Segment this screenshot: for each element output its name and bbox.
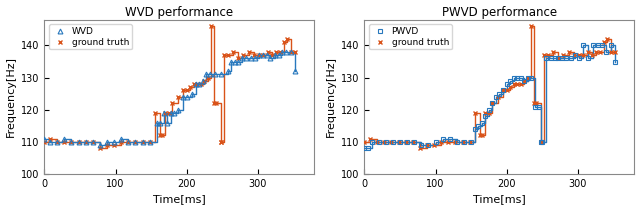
WVD	[153, 121, 161, 124]
WVD	[238, 57, 246, 60]
Y-axis label: Frequency[Hz]: Frequency[Hz]	[326, 56, 335, 137]
WVD	[124, 141, 132, 143]
PWVD	[589, 44, 597, 47]
PWVD	[481, 115, 489, 117]
ground truth	[527, 25, 535, 28]
ground truth	[210, 102, 218, 105]
ground truth	[416, 147, 424, 150]
WVD	[96, 144, 104, 146]
ground truth	[96, 147, 104, 150]
PWVD	[579, 44, 587, 47]
Y-axis label: Frequency[Hz]: Frequency[Hz]	[6, 56, 15, 137]
X-axis label: Time[ms]: Time[ms]	[153, 194, 206, 205]
ground truth	[540, 54, 547, 56]
ground truth	[250, 54, 258, 56]
Line: ground truth: ground truth	[362, 24, 617, 151]
ground truth	[207, 25, 215, 28]
ground truth	[218, 141, 225, 143]
WVD	[278, 51, 286, 53]
WVD	[227, 60, 235, 63]
WVD	[40, 137, 48, 140]
Line: WVD: WVD	[42, 49, 297, 148]
ground truth	[40, 141, 48, 143]
PWVD	[396, 141, 404, 143]
Line: ground truth: ground truth	[42, 24, 297, 151]
ground truth	[466, 141, 474, 143]
ground truth	[532, 102, 540, 105]
Legend: WVD, ground truth: WVD, ground truth	[49, 24, 132, 50]
Legend: PWVD, ground truth: PWVD, ground truth	[369, 24, 452, 50]
PWVD	[360, 147, 368, 150]
PWVD	[446, 137, 454, 140]
ground truth	[611, 51, 618, 53]
Title: PWVD performance: PWVD performance	[442, 5, 557, 18]
Line: PWVD: PWVD	[362, 43, 617, 151]
ground truth	[570, 54, 578, 56]
ground truth	[212, 102, 220, 105]
ground truth	[360, 141, 368, 143]
WVD	[287, 51, 295, 53]
ground truth	[530, 102, 538, 105]
ground truth	[146, 141, 154, 143]
PWVD	[607, 44, 615, 47]
WVD	[291, 70, 298, 72]
ground truth	[291, 51, 298, 53]
Title: WVD performance: WVD performance	[125, 5, 234, 18]
ground truth	[220, 54, 227, 56]
PWVD	[611, 60, 618, 63]
ground truth	[538, 141, 545, 143]
PWVD	[424, 144, 432, 146]
X-axis label: Time[ms]: Time[ms]	[473, 194, 526, 205]
WVD	[156, 121, 164, 124]
